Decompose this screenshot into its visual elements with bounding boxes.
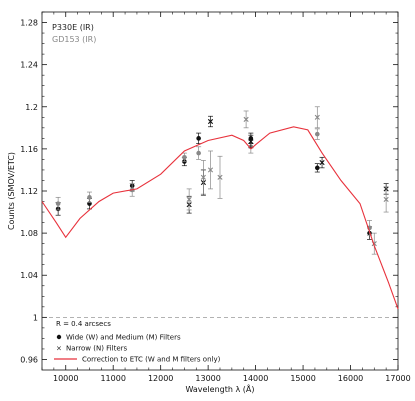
data-point (196, 150, 201, 156)
y-tick-label: 1.04 (20, 271, 38, 280)
y-ticks: 0.96 1 1.04 1.08 1.12 1.16 1.2 1.24 1.28 (20, 11, 398, 364)
legend-label-narrow: Narrow (N) Filters (66, 345, 127, 353)
data-point-cross (207, 167, 214, 173)
data-point-cross (207, 118, 214, 125)
data-point-cross (314, 114, 320, 120)
correction-curve (41, 126, 399, 310)
y-tick-label: 1.28 (20, 19, 38, 28)
aperture-text: R = 0.4 arcsecs (56, 320, 111, 328)
y-tick-label: 1.16 (20, 145, 38, 154)
data-point (87, 195, 92, 200)
data-point-cross (217, 174, 223, 180)
x-tick-label: 16000 (338, 374, 363, 383)
y-tick-label: 1.2 (25, 103, 38, 112)
x-tick-label: 10000 (53, 374, 78, 383)
y-tick-label: 1 (33, 313, 38, 322)
data-point (315, 131, 320, 137)
x-tick-label: 11000 (100, 374, 125, 383)
plot-marks (41, 106, 399, 310)
x-tick-label: 12000 (148, 374, 173, 383)
legend-label-correction: Correction to ETC (W and M filters only) (82, 356, 221, 364)
data-point (315, 165, 320, 171)
data-point (55, 201, 61, 206)
data-point-cross (243, 116, 249, 122)
y-axis-title: Counts (SMOV/ETC) (7, 152, 16, 230)
legend-circle-marker (56, 334, 62, 340)
legend-cross-marker: × (56, 345, 62, 353)
x-tick-label: 13000 (195, 374, 220, 383)
x-axis-title: Wavelength λ (Å) (186, 383, 255, 394)
annotation-p330e: P330E (IR) (52, 23, 94, 32)
data-point-cross (200, 174, 206, 180)
x-tick-label: 15000 (290, 374, 315, 383)
data-point-cross (248, 138, 254, 145)
x-tick-label: 17000 (385, 374, 410, 383)
data-point (182, 155, 187, 160)
y-tick-label: 0.96 (20, 355, 38, 364)
y-tick-label: 1.24 (20, 61, 38, 70)
data-point-cross (319, 159, 325, 166)
data-point-cross (186, 196, 192, 203)
y-tick-label: 1.12 (20, 187, 38, 196)
y-tick-label: 1.08 (20, 229, 38, 238)
annotation-gd153: GD153 (IR) (52, 35, 96, 44)
data-point-cross (383, 196, 389, 203)
legend-label-wide-medium: Wide (W) and Medium (M) Filters (66, 334, 181, 342)
x-ticks: 10000 11000 12000 13000 14000 15000 16000 17000 (41, 12, 411, 383)
data-point (196, 136, 201, 141)
x-tick-label: 14000 (243, 374, 268, 383)
